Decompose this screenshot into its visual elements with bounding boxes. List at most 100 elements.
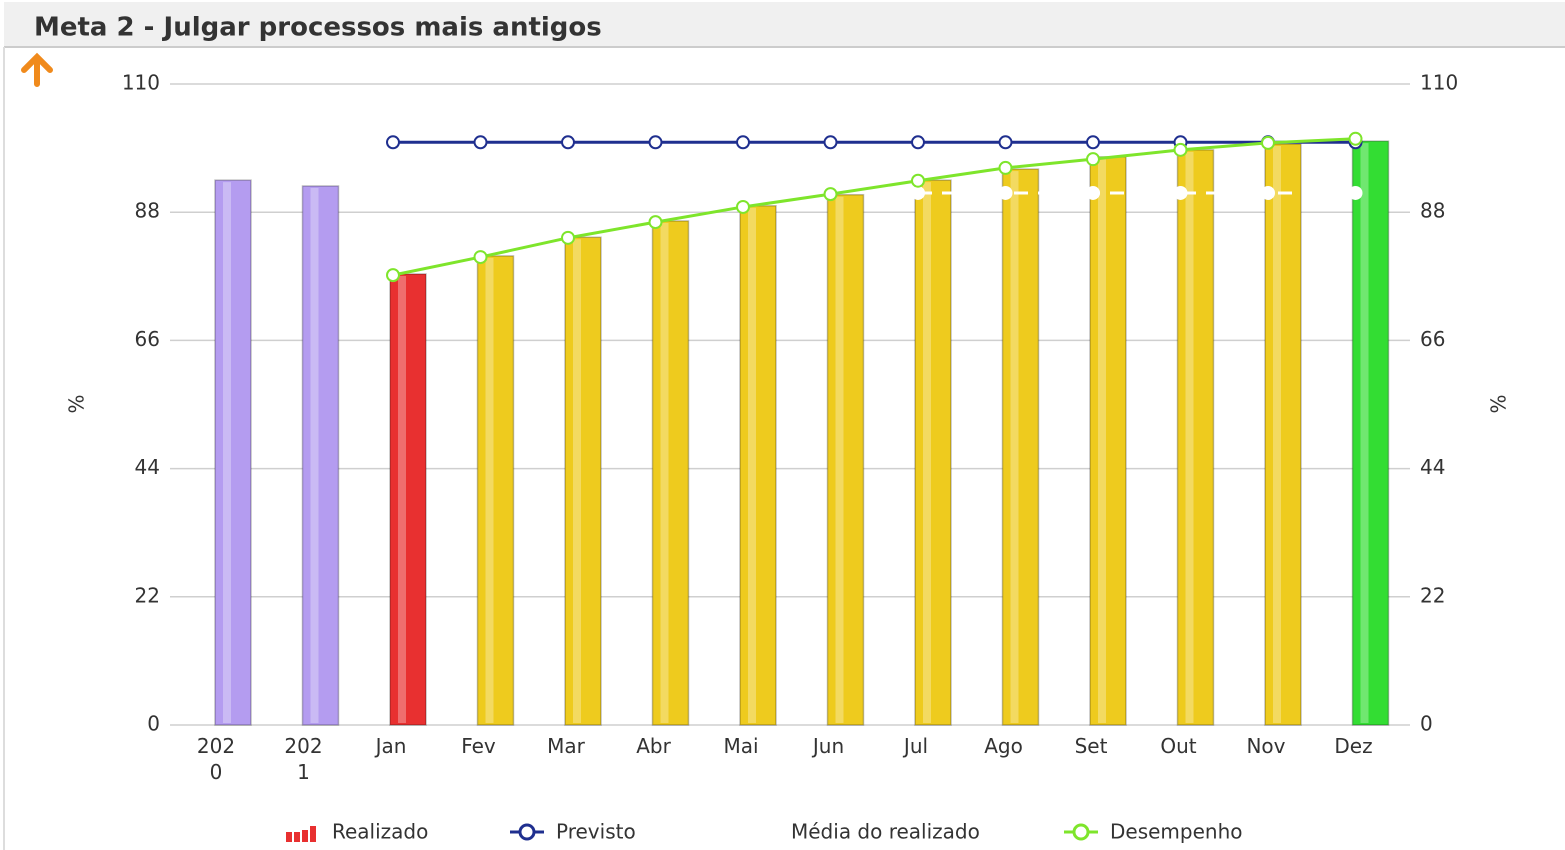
line-marker xyxy=(736,199,750,214)
x-tick-label: Fev xyxy=(461,734,496,758)
line-marker xyxy=(911,173,925,188)
y2-tick-label: 22 xyxy=(1420,583,1445,607)
trend-icon xyxy=(21,52,53,87)
bar xyxy=(739,205,777,726)
y2-tick-label: 88 xyxy=(1420,199,1445,223)
legend-icon xyxy=(310,826,316,842)
x-tick-label-box: Out xyxy=(1160,734,1197,758)
x-tick-label: Jul xyxy=(903,734,929,758)
y2-axis-label: % xyxy=(1487,394,1511,413)
x-tick-label: Abr xyxy=(636,734,671,758)
line-marker xyxy=(998,160,1013,175)
y-tick-label: 22 xyxy=(135,583,160,607)
bar xyxy=(214,179,252,726)
bar xyxy=(1089,156,1127,726)
y2-tick-label: 0 xyxy=(1420,712,1433,736)
legend-icon xyxy=(294,832,300,842)
bar-highlight xyxy=(1010,171,1019,723)
x-tick-label: Mai xyxy=(723,734,759,758)
bar-highlight xyxy=(1360,143,1369,723)
legend-icon xyxy=(1072,823,1090,841)
bar xyxy=(651,220,690,726)
line-marker xyxy=(736,135,750,150)
x-tick-label-box: Fev xyxy=(461,734,496,758)
line-marker xyxy=(1086,152,1100,167)
bar xyxy=(1264,143,1302,726)
x-tick-label: Mar xyxy=(547,734,585,758)
bar-highlight xyxy=(660,222,669,723)
y-tick-label: 0 xyxy=(147,712,160,736)
y-tick-label: 66 xyxy=(135,327,160,351)
bar-highlight xyxy=(1185,151,1194,724)
bar xyxy=(476,255,515,726)
x-tick-label-box: 2021 xyxy=(284,734,323,784)
line-marker xyxy=(1173,185,1188,200)
legend-label: Realizado xyxy=(332,820,428,844)
y-tick-label: 44 xyxy=(135,455,160,479)
bar-highlight xyxy=(573,239,581,724)
line-marker xyxy=(823,135,838,150)
line-marker xyxy=(1261,185,1275,200)
bar xyxy=(389,273,427,726)
bar-highlight xyxy=(923,182,931,723)
line-marker xyxy=(561,230,575,245)
x-tick-label: Jan xyxy=(375,734,407,758)
line-marker xyxy=(1348,131,1363,146)
bar xyxy=(1351,140,1390,726)
y2-tick-label: 44 xyxy=(1420,455,1445,479)
title-bar xyxy=(4,2,1565,47)
chart-title: Meta 2 - Julgar processos mais antigos xyxy=(34,13,602,43)
legend-label: Média do realizado xyxy=(791,820,980,844)
bar-highlight xyxy=(748,207,756,724)
x-tick-label-box: Dez xyxy=(1334,734,1373,758)
bar xyxy=(301,185,340,726)
y2-tick-label: 110 xyxy=(1420,71,1458,95)
line-marker xyxy=(823,187,838,202)
x-tick-label: Out xyxy=(1160,734,1197,758)
bar-highlight xyxy=(1098,158,1106,723)
x-tick-label: Jun xyxy=(812,734,845,758)
line-marker xyxy=(1086,135,1100,150)
x-tick-label: 2020 xyxy=(196,734,236,784)
line-marker xyxy=(1348,185,1363,200)
x-tick-label: 2021 xyxy=(284,734,323,784)
line-marker xyxy=(1173,142,1188,157)
line-marker xyxy=(648,135,663,150)
legend-label: Previsto xyxy=(556,820,636,844)
bar-highlight xyxy=(398,275,406,723)
line-marker xyxy=(473,250,488,265)
x-tick-label: Dez xyxy=(1334,734,1373,758)
bar xyxy=(914,179,952,726)
y-tick-label: 88 xyxy=(135,199,160,223)
legend-icon xyxy=(518,823,536,841)
line xyxy=(392,137,1356,277)
line-marker xyxy=(998,185,1013,200)
y2-tick-label: 66 xyxy=(1420,327,1445,351)
bar-highlight xyxy=(485,257,494,723)
legend-label: Desempenho xyxy=(1110,820,1243,844)
line-marker xyxy=(561,135,575,150)
line-marker xyxy=(911,135,925,150)
x-tick-label: Ago xyxy=(984,734,1023,758)
bar xyxy=(1176,149,1215,726)
x-tick-label-box: Jun xyxy=(812,734,845,758)
x-tick-label-box: 2020 xyxy=(196,734,236,784)
x-tick-label-box: Nov xyxy=(1246,734,1285,758)
y-tick-label: 110 xyxy=(122,71,160,95)
line-marker xyxy=(998,135,1013,150)
x-tick-label: Set xyxy=(1074,734,1108,758)
legend-icon xyxy=(286,832,292,842)
x-tick-label-box: Mar xyxy=(547,734,585,758)
bar xyxy=(826,193,865,726)
bar xyxy=(564,236,602,726)
line-marker xyxy=(1261,135,1275,150)
bar-highlight xyxy=(835,196,844,723)
x-tick-label-box: Jul xyxy=(903,734,929,758)
bar xyxy=(1001,168,1040,726)
bar-highlight xyxy=(310,187,319,723)
line-marker xyxy=(386,268,400,283)
bar-highlight xyxy=(223,182,231,723)
line-marker xyxy=(648,215,663,230)
legend-icon xyxy=(302,830,308,842)
